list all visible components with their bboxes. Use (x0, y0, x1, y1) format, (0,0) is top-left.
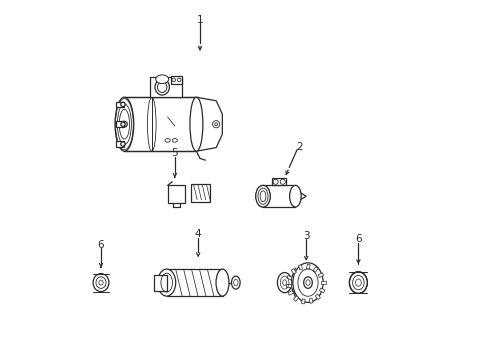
Bar (319, 288, 325, 293)
Ellipse shape (277, 273, 292, 293)
Bar (288, 291, 294, 295)
Bar (154, 275, 167, 291)
Ellipse shape (256, 185, 270, 207)
Bar (286, 284, 291, 287)
Bar (116, 141, 124, 147)
Bar (116, 102, 124, 107)
Bar (171, 76, 182, 84)
Bar (301, 299, 305, 304)
Polygon shape (196, 97, 222, 151)
Polygon shape (295, 190, 306, 203)
Ellipse shape (256, 185, 270, 207)
Ellipse shape (155, 79, 170, 95)
Text: 3: 3 (303, 231, 310, 241)
Text: 1: 1 (196, 15, 203, 25)
Bar (149, 77, 182, 97)
Ellipse shape (231, 276, 240, 289)
Ellipse shape (115, 97, 134, 151)
Bar (272, 178, 286, 185)
Ellipse shape (290, 185, 301, 207)
Bar (168, 185, 185, 203)
Text: 5: 5 (172, 148, 178, 158)
Bar (287, 275, 292, 280)
Ellipse shape (93, 274, 109, 292)
Ellipse shape (216, 269, 229, 296)
Bar (263, 185, 295, 207)
Bar (315, 294, 320, 300)
Bar (116, 121, 124, 127)
Bar (291, 269, 296, 274)
Bar (313, 267, 318, 272)
Ellipse shape (349, 272, 368, 293)
Text: 6: 6 (355, 234, 362, 244)
Ellipse shape (304, 277, 312, 288)
Ellipse shape (121, 142, 125, 146)
Ellipse shape (293, 263, 323, 302)
Bar (294, 296, 299, 301)
Text: 2: 2 (296, 141, 303, 152)
Bar (167, 269, 222, 296)
Ellipse shape (190, 97, 203, 151)
Bar (306, 264, 310, 269)
Ellipse shape (121, 102, 125, 107)
Text: 6: 6 (98, 240, 104, 250)
Bar (321, 281, 326, 284)
Ellipse shape (158, 269, 176, 296)
Ellipse shape (121, 122, 125, 126)
Bar (191, 184, 210, 202)
Bar (318, 273, 324, 278)
Ellipse shape (156, 75, 169, 84)
Ellipse shape (122, 121, 127, 127)
Bar (298, 265, 302, 270)
Bar (124, 97, 196, 151)
Bar (309, 298, 313, 303)
Text: 4: 4 (195, 229, 201, 239)
